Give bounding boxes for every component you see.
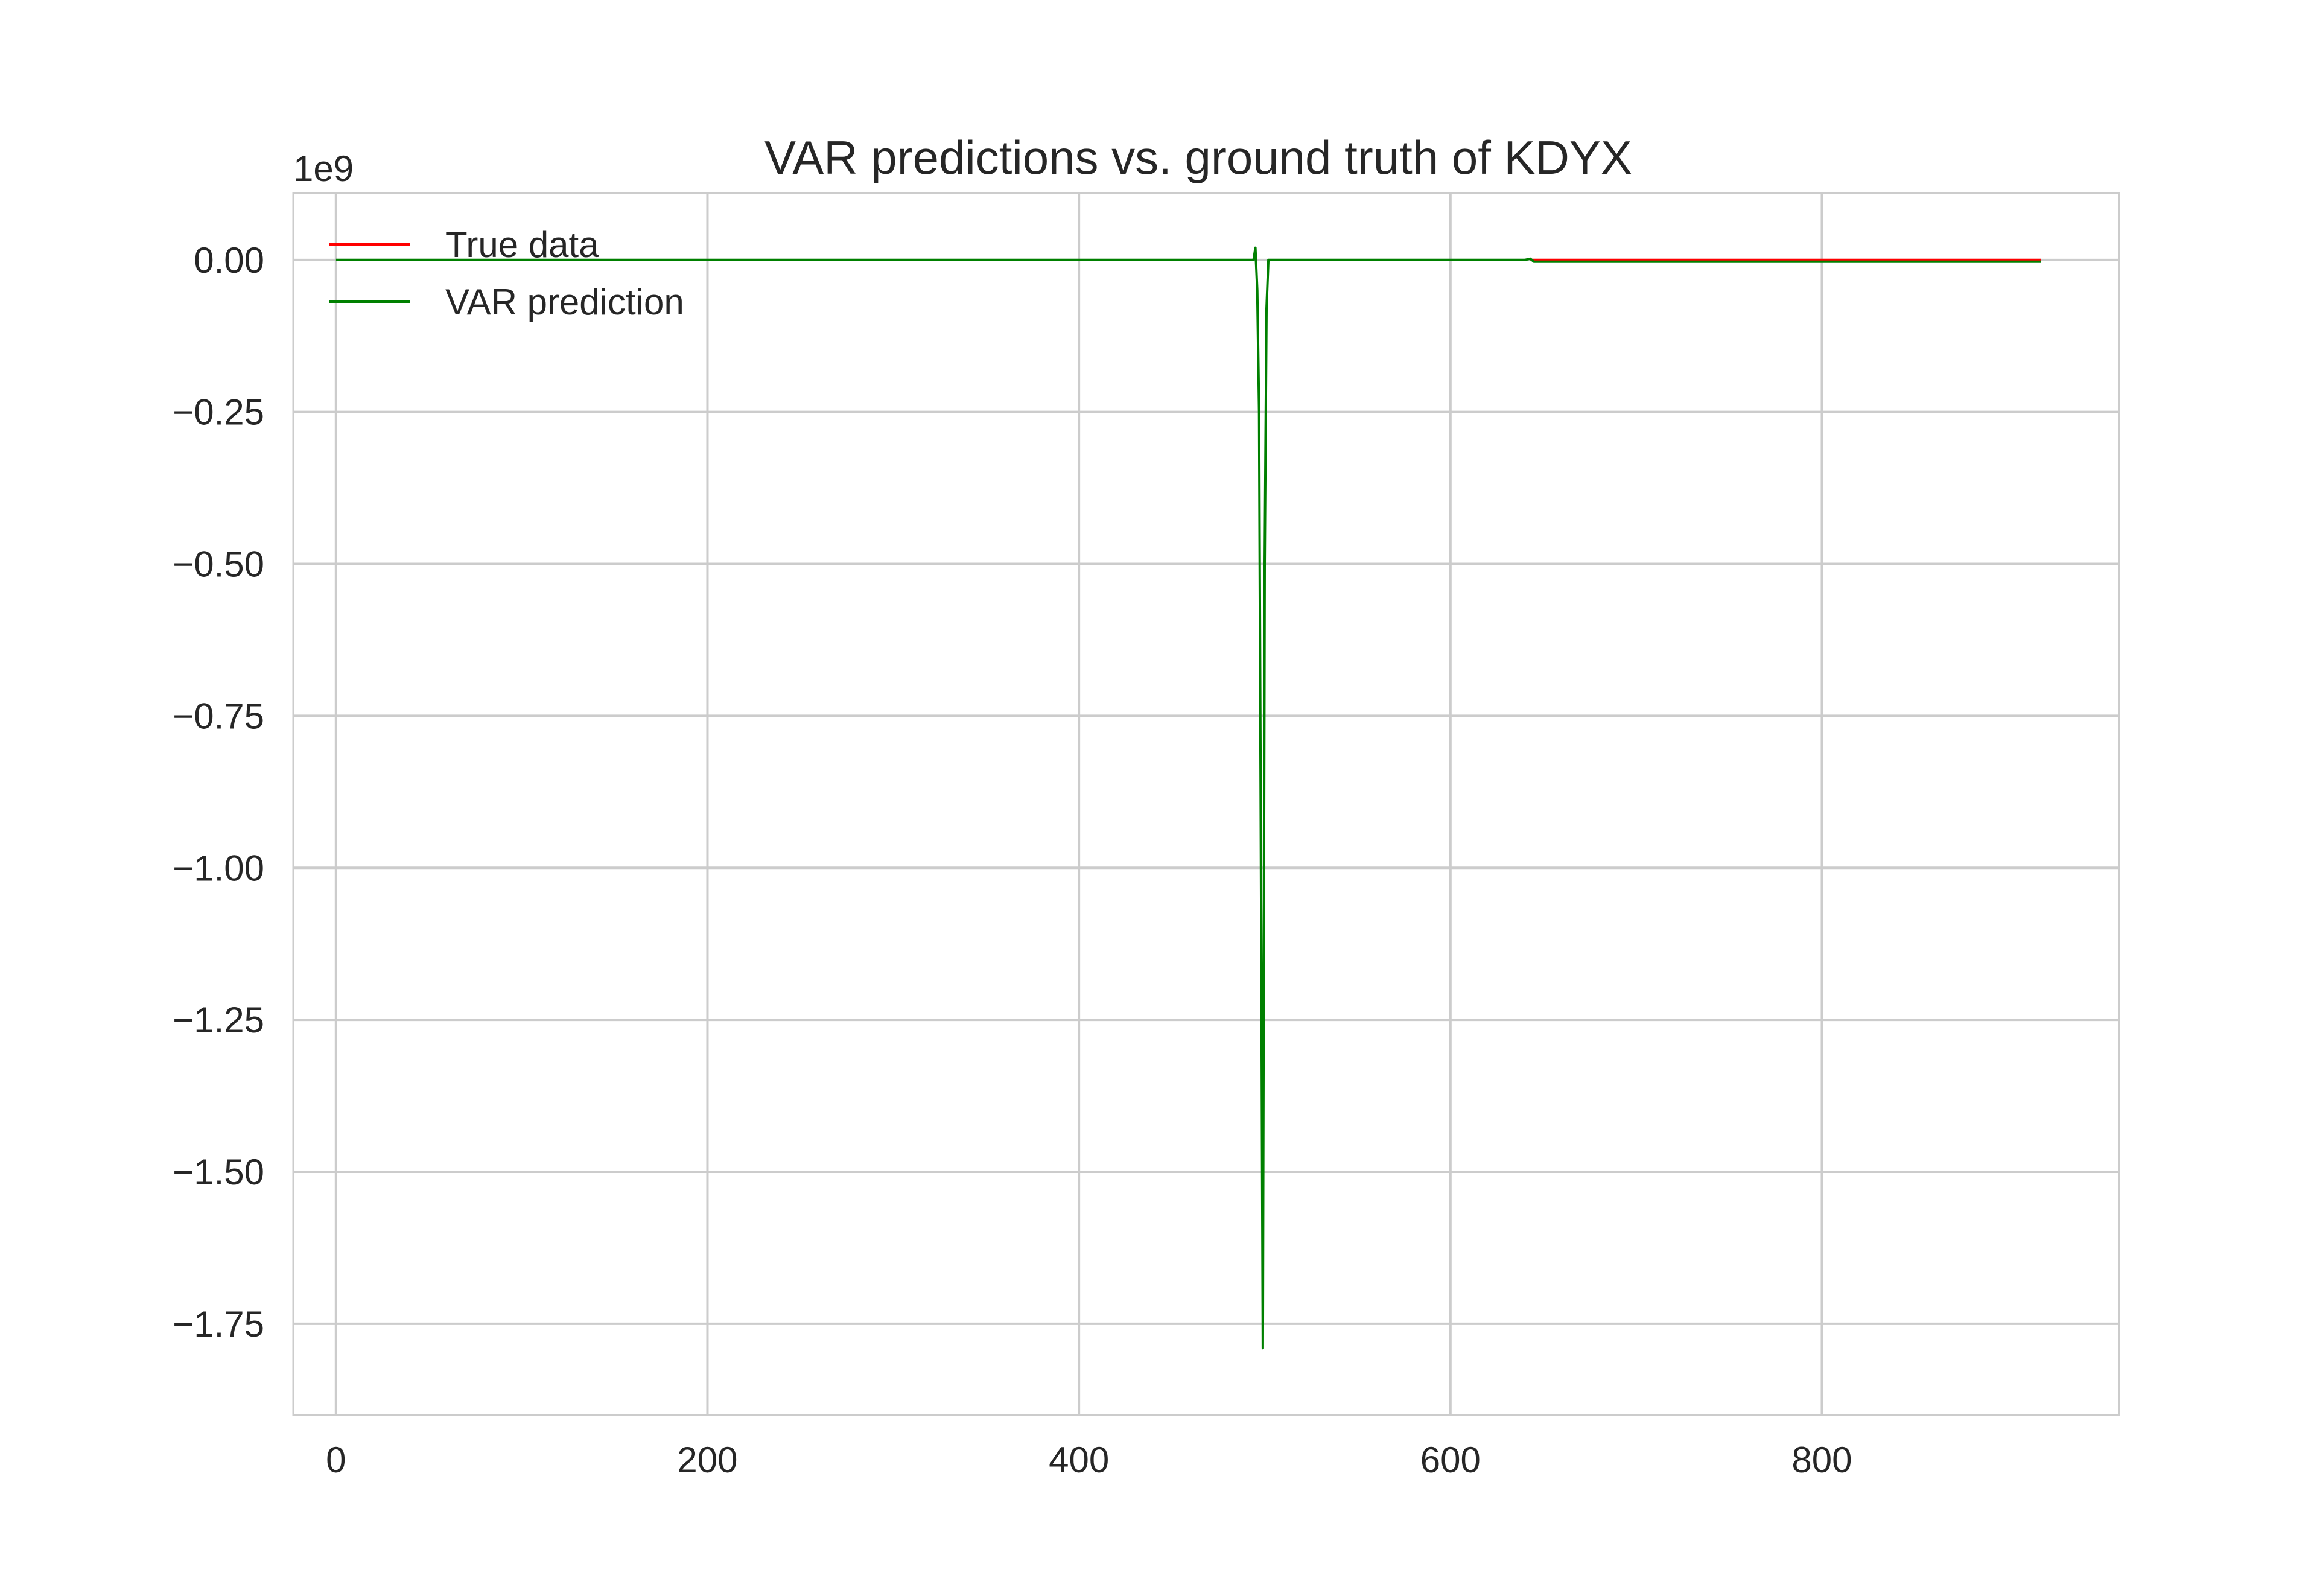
tick-labels: 0 200 400 600 800 0.00 −0.25 −0.50 −0.75 −1.00 −1.… bbox=[173, 240, 1852, 1480]
legend-label: VAR prediction bbox=[445, 282, 684, 322]
x-tick-label: 800 bbox=[1791, 1440, 1852, 1480]
x-tick-label: 400 bbox=[1049, 1440, 1109, 1480]
chart-title: VAR predictions vs. ground truth of KDYX bbox=[764, 131, 1632, 184]
y-tick-label: −0.25 bbox=[173, 392, 264, 433]
x-tick-label: 0 bbox=[326, 1440, 346, 1480]
y-tick-label: −1.50 bbox=[173, 1152, 264, 1192]
legend-label: True data bbox=[445, 224, 599, 265]
y-axis-offset-text: 1e9 bbox=[293, 148, 354, 189]
y-tick-label: −1.75 bbox=[173, 1304, 264, 1344]
legend: True data VAR prediction bbox=[329, 224, 684, 322]
plot-area-frame bbox=[292, 192, 2120, 1416]
series-lines bbox=[335, 246, 2041, 1350]
y-tick-label: −0.75 bbox=[173, 696, 264, 736]
y-tick-label: −1.25 bbox=[173, 1000, 264, 1040]
x-tick-label: 200 bbox=[677, 1440, 737, 1480]
series-line-var-prediction bbox=[335, 246, 2041, 1350]
y-tick-label: −1.00 bbox=[173, 848, 264, 888]
y-tick-label: −0.50 bbox=[173, 544, 264, 585]
y-tick-label: 0.00 bbox=[194, 240, 264, 281]
x-tick-label: 600 bbox=[1420, 1440, 1481, 1480]
